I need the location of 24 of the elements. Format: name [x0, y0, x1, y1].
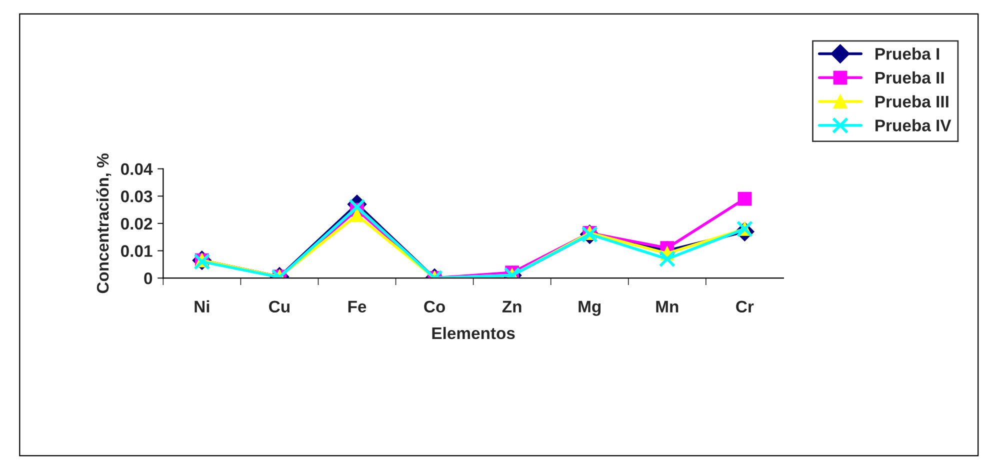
point	[658, 250, 676, 268]
legend-label: Prueba I	[876, 48, 940, 60]
y-tick-label: 0.04	[120, 163, 153, 175]
y-tick-label: 0.01	[120, 245, 152, 257]
x-tick-label: Co	[424, 300, 446, 313]
y-tick-label: 0.02	[120, 218, 152, 230]
x-tick-label: Zn	[502, 300, 522, 312]
legend-label: Prueba III	[876, 95, 948, 108]
legend-label: Prueba II	[876, 71, 944, 84]
point	[738, 192, 752, 206]
x-tick-label: Mn	[656, 300, 678, 312]
point	[348, 198, 366, 216]
point	[194, 253, 210, 270]
x-tick-label: Cr	[736, 300, 754, 313]
x-tick-label: Cu	[269, 300, 290, 313]
x-axis-title: Elementos	[432, 326, 515, 340]
legend-label: Prueba IV	[876, 119, 952, 132]
y-tick-label: 0.03	[120, 190, 152, 202]
point	[350, 208, 364, 222]
y-axis-title: Concentración, %	[96, 153, 112, 294]
x-tick-label: Fe	[348, 300, 366, 313]
x-tick-label: Ni	[194, 300, 210, 312]
y-tick-label: 0	[144, 272, 152, 284]
x-tick-label: Mg	[578, 300, 601, 316]
